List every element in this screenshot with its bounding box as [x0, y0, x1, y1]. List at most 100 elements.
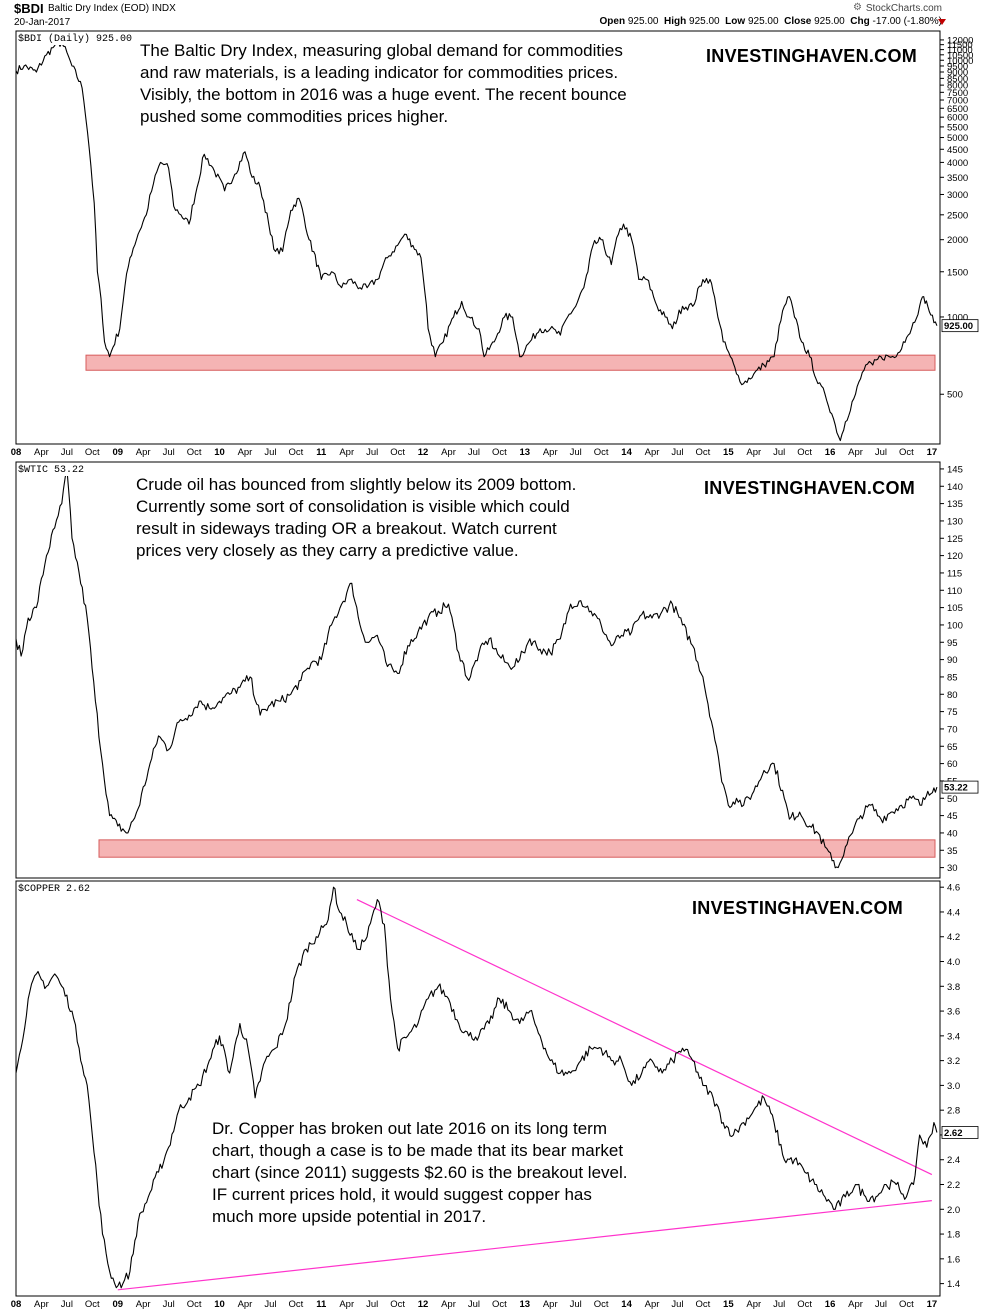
panel-title-3: $COPPER 2.62 [18, 884, 91, 895]
y-tick-label: 3.8 [947, 982, 960, 993]
x-tick-label: Oct [288, 447, 303, 458]
last-value-label: 925.00 [944, 321, 973, 332]
x-axis-1: 08 Apr Jul Oct 09 Apr Jul Oct 10 Apr Jul Oct 11 Apr Ju… [11, 447, 937, 458]
x-tick-label: 15 [723, 1299, 734, 1310]
x-tick-label: Oct [696, 1299, 711, 1310]
y-tick-label: 125 [947, 534, 963, 545]
y-tick-label: 5500 [947, 122, 968, 133]
y-tick-label: 8500 [947, 74, 968, 85]
y-tick-label: 4.6 [947, 883, 960, 894]
y-tick-label: 40 [947, 828, 958, 839]
y-tick-label: 3.2 [947, 1056, 960, 1067]
annotation-1: The Baltic Dry Index, measuring global d… [140, 40, 627, 128]
x-tick-label: 11 [316, 1299, 327, 1310]
y-tick-label: 6000 [947, 113, 968, 124]
y-tick-label: 60 [947, 759, 958, 770]
annotation-line: The Baltic Dry Index, measuring global d… [140, 41, 623, 60]
x-tick-label: Jul [264, 1299, 276, 1310]
x-tick-label: Apr [34, 447, 49, 458]
y-tick-label: 95 [947, 638, 958, 649]
y-tick-label: 2000 [947, 235, 968, 246]
x-tick-label: 10 [214, 1299, 225, 1310]
annotation-line: much more upside potential in 2017. [212, 1207, 487, 1226]
annotation-line: chart (since 2011) suggests $2.60 is the… [212, 1163, 628, 1182]
x-tick-label: 11 [316, 447, 327, 458]
y-tick-label: 70 [947, 724, 958, 735]
x-tick-label: 16 [825, 1299, 836, 1310]
y-tick-label: 145 [947, 464, 963, 475]
x-tick-label: Jul [773, 447, 785, 458]
symbol-label: $BDI [14, 1, 44, 16]
y-tick-label: 4.4 [947, 907, 960, 918]
y-tick-label: 120 [947, 551, 963, 562]
x-tick-label: 09 [112, 1299, 123, 1310]
y-tick-label: 105 [947, 603, 963, 614]
y-tick-label: 3.0 [947, 1081, 960, 1092]
x-tick-label: 08 [11, 1299, 22, 1310]
y-tick-label: 130 [947, 516, 963, 527]
panel-frame [15, 30, 941, 445]
x-tick-label: 09 [112, 447, 123, 458]
brand-watermark-3: INVESTINGHAVEN.COM [692, 898, 904, 918]
chart-date: 20-Jan-2017 [14, 17, 71, 28]
x-tick-label: Oct [696, 447, 711, 458]
x-tick-label: 15 [723, 447, 734, 458]
x-tick-label: Apr [848, 447, 863, 458]
y-tick-label: 1000 [947, 312, 968, 323]
x-tick-label: Apr [339, 447, 354, 458]
y-tick-label: 4.2 [947, 932, 960, 943]
x-tick-label: Oct [187, 1299, 202, 1310]
y-tick-label: 500 [947, 390, 963, 401]
x-tick-label: 17 [927, 447, 938, 458]
x-tick-label: Apr [34, 1299, 49, 1310]
x-tick-label: Oct [492, 447, 507, 458]
chg-label: Chg [850, 16, 870, 27]
x-axis-2: 08 Apr Jul Oct 09 Apr Jul Oct 10 Apr Jul Oct 11 Apr Ju… [11, 1299, 937, 1310]
x-tick-label: Apr [136, 1299, 151, 1310]
x-tick-label: Jul [671, 447, 683, 458]
trendline-1 [356, 899, 933, 1176]
price-line [15, 886, 938, 1289]
y-tick-label: 2.8 [947, 1106, 960, 1117]
y-tick-label: 30 [947, 863, 958, 874]
support-band [98, 839, 936, 858]
x-tick-label: Jul [773, 1299, 785, 1310]
x-tick-label: Oct [797, 447, 812, 458]
y-tick-label: 8000 [947, 81, 968, 92]
x-tick-label: Apr [441, 1299, 456, 1310]
y-tick-label: 11000 [947, 45, 973, 56]
ohlc-readout: Open 925.00 High 925.00 Low 925.00 Close… [600, 16, 942, 27]
y-tick-label: 135 [947, 499, 963, 510]
x-tick-label: Jul [366, 1299, 378, 1310]
x-tick-label: 12 [418, 447, 429, 458]
y-tick-label: 2.4 [947, 1155, 960, 1166]
annotation-line: IF current prices hold, it would suggest… [212, 1185, 592, 1204]
last-value-label: 2.62 [944, 1128, 963, 1139]
y-tick-label: 90 [947, 655, 958, 666]
annotation-line: Crude oil has bounced from slightly belo… [136, 475, 577, 494]
y-tick-label: 75 [947, 707, 958, 718]
x-tick-label: Jul [61, 1299, 73, 1310]
stockcharts-logo[interactable]: StockCharts.com [865, 3, 942, 14]
y-tick-label: 4000 [947, 158, 968, 169]
x-tick-label: Jul [570, 447, 582, 458]
y-tick-label: 7500 [947, 88, 968, 99]
x-tick-label: Oct [390, 447, 405, 458]
gear-icon[interactable]: ⚙ [853, 2, 862, 13]
x-tick-label: Jul [61, 447, 73, 458]
x-tick-label: 08 [11, 447, 22, 458]
annotation-line: pushed some commodities prices higher. [140, 107, 449, 126]
chg-value: -17.00 (-1.80%) [872, 16, 942, 27]
y-tick-label: 4500 [947, 145, 968, 156]
price-line [15, 468, 938, 869]
annotation-line: Visibly, the bottom in 2016 was a huge e… [140, 85, 627, 104]
x-tick-label: Apr [645, 1299, 660, 1310]
y-tick-label: 115 [947, 568, 962, 579]
last-value-box [941, 780, 979, 794]
y-tick-label: 10000 [947, 56, 973, 67]
y-tick-label: 10500 [947, 50, 973, 61]
x-tick-label: 16 [825, 447, 836, 458]
x-tick-label: Jul [163, 1299, 175, 1310]
high-value: 925.00 [689, 16, 720, 27]
